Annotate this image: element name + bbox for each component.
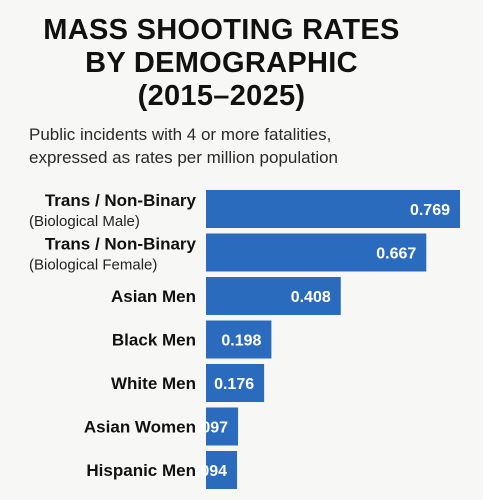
bar — [206, 407, 239, 446]
chart-title-line-2: BY DEMOGRAPHIC — [85, 47, 358, 79]
bar — [206, 451, 238, 489]
category-label: White Men — [111, 374, 196, 393]
bar-value-label: 0.097 — [188, 420, 228, 437]
category-sublabel: (Biological Male) — [29, 213, 140, 230]
chart-subtitle: Public incidents with 4 or more fataliti… — [29, 123, 469, 169]
category-label: Trans / Non-Binary — [45, 235, 197, 254]
bar-value-label: 0.667 — [376, 246, 416, 263]
bar-value-label: 0.176 — [214, 376, 254, 393]
bar — [206, 190, 460, 228]
bar — [206, 233, 427, 272]
chart-subtitle-line-2: expressed as rates per million populatio… — [29, 148, 339, 167]
chart-title-line-1: MASS SHOOTING RATES — [43, 14, 400, 46]
category-label: Hispanic Men — [86, 461, 196, 480]
category-sublabel: (Biological Female) — [29, 257, 157, 274]
bar — [206, 364, 265, 402]
chart-title-line-3: (2015–2025) — [137, 80, 306, 112]
chart-title: MASS SHOOTING RATES BY DEMOGRAPHIC (2015… — [0, 14, 443, 113]
bar — [206, 320, 272, 359]
bar-value-label: 0.408 — [291, 289, 331, 306]
chart-subtitle-line-1: Public incidents with 4 or more fataliti… — [29, 125, 332, 144]
bar-value-label: 0.094 — [187, 463, 227, 480]
bar-value-label: 0.198 — [221, 333, 261, 350]
category-label: Trans / Non-Binary — [45, 191, 197, 210]
category-label: Asian Men — [111, 287, 196, 306]
category-label: Asian Women — [84, 418, 196, 437]
bar — [206, 277, 341, 315]
bar-value-label: 0.769 — [410, 202, 450, 219]
category-label: Black Men — [112, 331, 196, 350]
